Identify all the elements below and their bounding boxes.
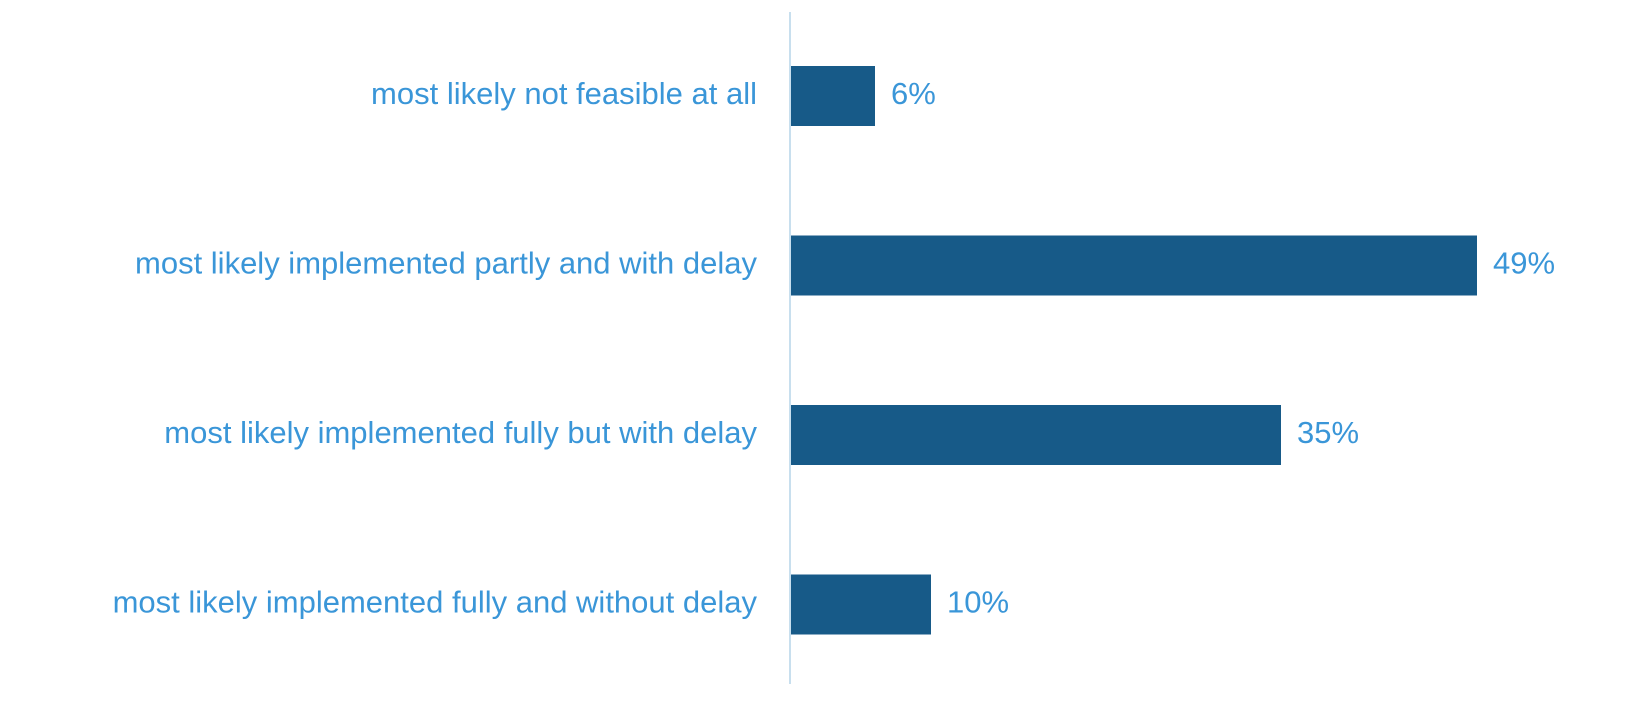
- value-label: 35%: [1297, 415, 1359, 450]
- category-label: most likely implemented partly and with …: [135, 246, 757, 281]
- bar: [791, 66, 875, 126]
- value-label: 6%: [891, 76, 936, 111]
- bar: [791, 405, 1281, 465]
- bar: [791, 235, 1477, 296]
- value-label: 10%: [947, 585, 1009, 620]
- value-label: 49%: [1493, 246, 1555, 281]
- bar: [791, 574, 931, 635]
- category-label: most likely implemented fully and withou…: [113, 585, 758, 620]
- category-label: most likely not feasible at all: [371, 76, 757, 111]
- category-label: most likely implemented fully but with d…: [164, 415, 757, 450]
